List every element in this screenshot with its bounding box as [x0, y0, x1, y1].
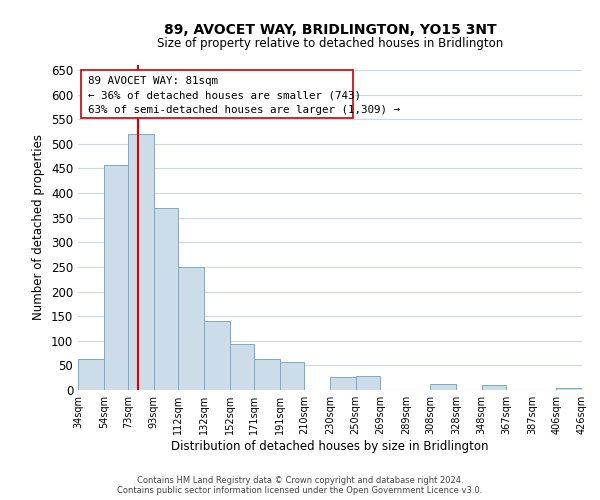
Bar — [556, 388, 582, 390]
Text: 89, AVOCET WAY, BRIDLINGTON, YO15 3NT: 89, AVOCET WAY, BRIDLINGTON, YO15 3NT — [164, 22, 496, 36]
Bar — [104, 166, 128, 390]
Bar — [178, 267, 204, 390]
Bar — [254, 360, 280, 390]
Text: Contains HM Land Registry data © Crown copyright and database right 2024.
Contai: Contains HM Land Registry data © Crown c… — [118, 476, 482, 495]
Bar — [230, 344, 254, 390]
Text: Size of property relative to detached houses in Bridlington: Size of property relative to detached ho… — [157, 38, 503, 51]
Text: 89 AVOCET WAY: 81sqm
← 36% of detached houses are smaller (743)
63% of semi-deta: 89 AVOCET WAY: 81sqm ← 36% of detached h… — [88, 76, 400, 115]
Bar — [330, 376, 356, 390]
Bar — [430, 384, 456, 390]
Bar — [78, 359, 104, 390]
Bar — [128, 134, 154, 390]
Bar — [154, 208, 178, 390]
FancyBboxPatch shape — [80, 70, 353, 117]
Bar — [356, 376, 380, 390]
Bar — [482, 385, 506, 390]
Bar — [280, 362, 304, 390]
Y-axis label: Number of detached properties: Number of detached properties — [32, 134, 46, 320]
X-axis label: Distribution of detached houses by size in Bridlington: Distribution of detached houses by size … — [171, 440, 489, 453]
Bar — [204, 321, 230, 390]
